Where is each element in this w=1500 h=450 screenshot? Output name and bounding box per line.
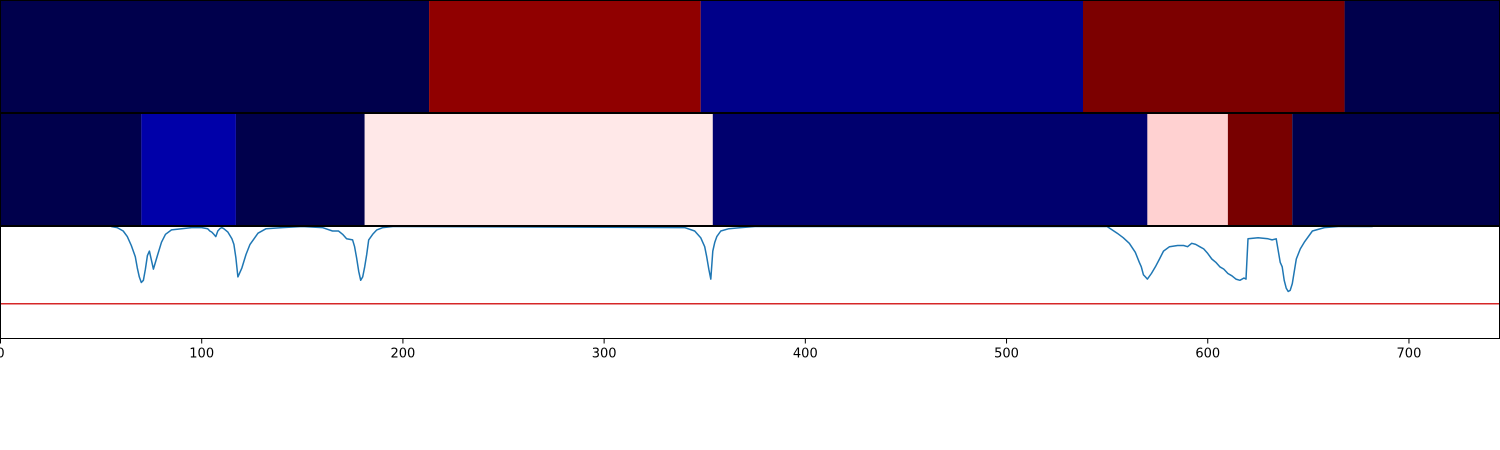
line-panel-frame	[0, 226, 1500, 339]
state-segment-7	[1227, 113, 1293, 226]
state-segment-6	[1147, 113, 1228, 226]
x-tick-label: 200	[391, 347, 416, 362]
x-tick-label: 700	[1397, 347, 1422, 362]
state-segment-1	[0, 113, 142, 226]
state-segment-5	[712, 113, 1148, 226]
signal-line-panel	[0, 226, 1500, 339]
x-tick-label: 0	[0, 347, 5, 362]
state-segment-2	[141, 113, 236, 226]
state-segment-3	[235, 113, 365, 226]
x-tick-label: 300	[592, 347, 617, 362]
state-segment-1	[0, 0, 430, 113]
state-segment-5	[1344, 0, 1500, 113]
state-segment-2	[429, 0, 701, 113]
x-tick-label: 500	[994, 347, 1019, 362]
top-state-track	[0, 0, 1500, 113]
state-segment-3	[700, 0, 1083, 113]
x-tick-label: 100	[189, 347, 214, 362]
state-segment-4	[1082, 0, 1345, 113]
signal-series-line	[111, 226, 1373, 293]
x-tick-label: 600	[1195, 347, 1220, 362]
x-tick-label: 400	[793, 347, 818, 362]
x-axis: 0 100 200 300 400 500 600 700	[0, 338, 1422, 362]
state-segment-4	[364, 113, 713, 226]
state-segment-8	[1292, 113, 1500, 226]
middle-state-track	[0, 113, 1500, 226]
